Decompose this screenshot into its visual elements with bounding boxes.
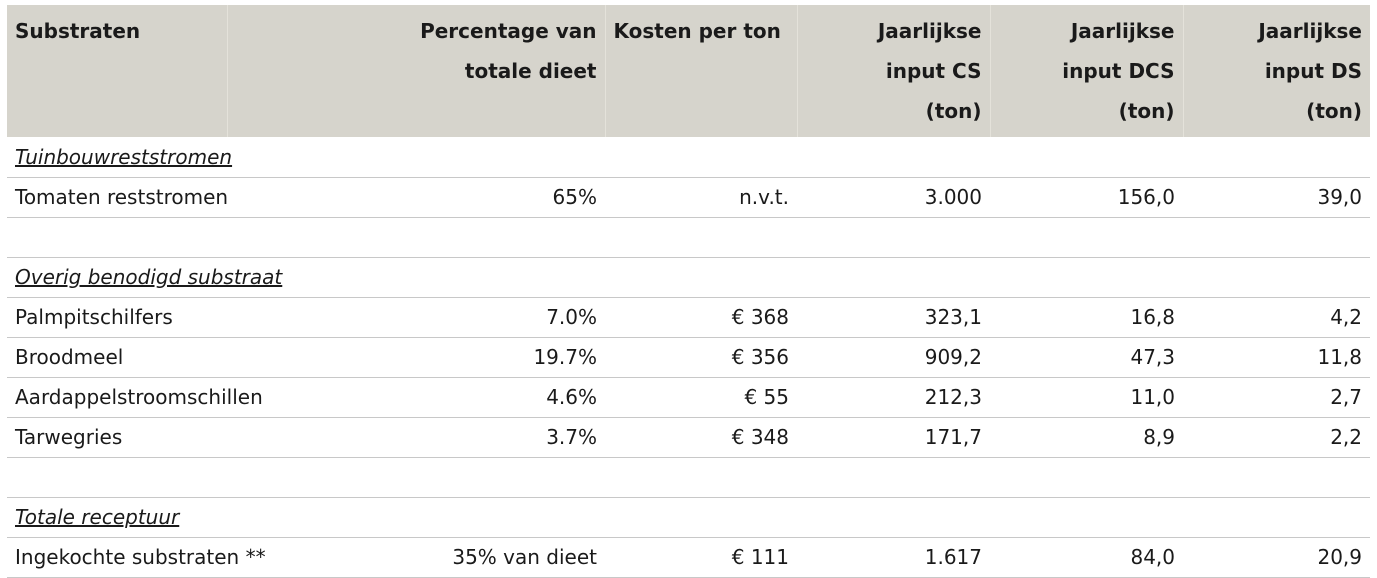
row-input-dcs: 16,8	[990, 297, 1183, 338]
header-input-dcs: Jaarlijkse input DCS (ton)	[990, 5, 1184, 137]
row-input-dcs: 47,3	[990, 337, 1183, 378]
table-row: Tarwegries 3.7% € 348 171,7 8,9 2,2	[7, 417, 1370, 458]
substrate-table: Substraten Percentage van totale dieet K…	[7, 5, 1370, 578]
table-header: Substraten Percentage van totale dieet K…	[7, 5, 1370, 137]
row-input-cs: 212,3	[797, 377, 990, 418]
row-cost: € 356	[605, 337, 797, 378]
spacer-row	[7, 217, 1370, 258]
row-cost: € 111	[605, 537, 797, 578]
row-percentage: 35% van dieet	[227, 537, 605, 578]
row-cost: n.v.t.	[605, 177, 797, 218]
row-name: Aardappelstroomschillen	[7, 377, 263, 418]
row-name: Tarwegries	[7, 417, 227, 458]
table-row: Ingekochte substraten ** 35% van dieet €…	[7, 537, 1370, 578]
row-input-cs: 3.000	[797, 177, 990, 218]
header-kosten: Kosten per ton	[605, 5, 798, 137]
row-input-dcs: 8,9	[990, 417, 1183, 458]
section-title: Overig benodigd substraat	[7, 257, 1370, 298]
row-cost: € 348	[605, 417, 797, 458]
row-input-ds: 11,8	[1183, 337, 1370, 378]
section-row-tuinbouw: Tuinbouwreststromen	[7, 137, 1370, 178]
header-row: Substraten Percentage van totale dieet K…	[7, 5, 1370, 137]
header-input-cs: Jaarlijkse input CS (ton)	[797, 5, 991, 137]
row-percentage: 65%	[227, 177, 605, 218]
row-name: Tomaten reststromen	[7, 177, 228, 218]
row-input-dcs: 84,0	[990, 537, 1183, 578]
row-percentage: 19.7%	[227, 337, 605, 378]
row-name: Broodmeel	[7, 337, 227, 378]
row-name: Ingekochte substraten **	[7, 537, 266, 578]
spacer-cell	[7, 217, 1370, 258]
section-row-overig: Overig benodigd substraat	[7, 257, 1370, 298]
header-percentage: Percentage van totale dieet	[227, 5, 606, 137]
table-row: Aardappelstroomschillen 4.6% € 55 212,3 …	[7, 377, 1370, 418]
row-cost: € 368	[605, 297, 797, 338]
row-cost: € 55	[605, 377, 797, 418]
row-input-ds: 4,2	[1183, 297, 1370, 338]
row-input-cs: 323,1	[797, 297, 990, 338]
spacer-row	[7, 457, 1370, 498]
section-title: Totale receptuur	[7, 497, 1370, 538]
row-input-dcs: 11,0	[990, 377, 1183, 418]
row-name: Palmpitschilfers	[7, 297, 227, 338]
row-input-cs: 1.617	[797, 537, 990, 578]
row-percentage: 7.0%	[227, 297, 605, 338]
substrate-table-container: Substraten Percentage van totale dieet K…	[7, 5, 1370, 578]
table-row: Tomaten reststromen 65% n.v.t. 3.000 156…	[7, 177, 1370, 218]
row-input-ds: 2,7	[1183, 377, 1370, 418]
row-input-ds: 39,0	[1183, 177, 1370, 218]
table-row: Palmpitschilfers 7.0% € 368 323,1 16,8 4…	[7, 297, 1370, 338]
header-input-ds: Jaarlijkse input DS (ton)	[1183, 5, 1370, 137]
row-input-cs: 171,7	[797, 417, 990, 458]
section-title: Tuinbouwreststromen	[7, 137, 1370, 178]
row-input-cs: 909,2	[797, 337, 990, 378]
row-input-ds: 2,2	[1183, 417, 1370, 458]
row-input-ds: 20,9	[1183, 537, 1370, 578]
header-substraten: Substraten	[7, 5, 228, 137]
spacer-cell	[7, 457, 1370, 498]
row-input-dcs: 156,0	[990, 177, 1183, 218]
row-percentage: 3.7%	[227, 417, 605, 458]
table-row: Broodmeel 19.7% € 356 909,2 47,3 11,8	[7, 337, 1370, 378]
section-row-totaal: Totale receptuur	[7, 497, 1370, 538]
row-percentage: 4.6%	[227, 377, 605, 418]
table-body: Tuinbouwreststromen Tomaten reststromen …	[7, 137, 1370, 578]
